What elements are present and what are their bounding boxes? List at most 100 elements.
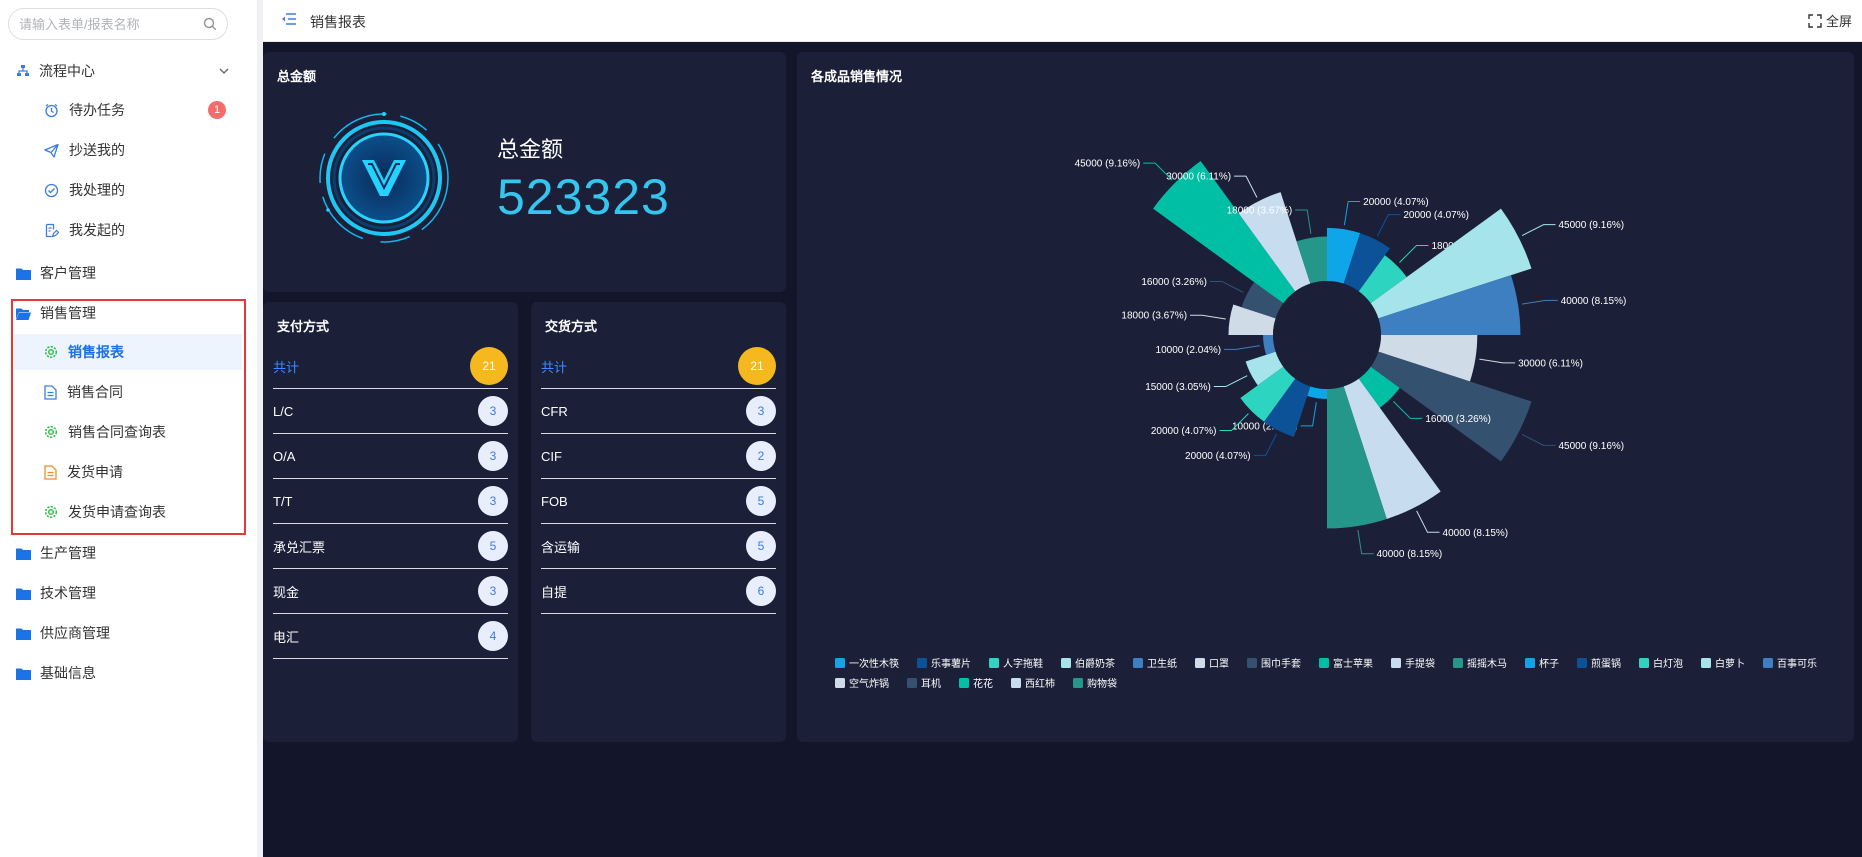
legend-item[interactable]: 白灯泡 <box>1639 657 1683 670</box>
rose-slice[interactable] <box>1296 236 1327 284</box>
slice-data-label: 10000 (2.04%) <box>1232 421 1298 432</box>
legend-item[interactable]: 购物袋 <box>1073 677 1117 690</box>
gear-icon <box>44 505 58 519</box>
document-icon <box>44 384 57 400</box>
legend-item[interactable]: 空气炸锅 <box>835 677 889 690</box>
payment-method-row[interactable]: T/T 3 <box>273 479 508 524</box>
rose-slice[interactable] <box>1238 192 1311 292</box>
delivery-method-count-badge: 21 <box>738 347 776 385</box>
search-icon[interactable] <box>203 17 217 31</box>
payment-method-row[interactable]: L/C 3 <box>273 389 508 434</box>
menu-group-customer[interactable]: 客户管理 <box>0 255 257 291</box>
rose-slice[interactable] <box>1358 366 1400 408</box>
payment-method-total-row[interactable]: 共计 21 <box>273 344 508 389</box>
delivery-method-row[interactable]: CFR 3 <box>541 389 776 434</box>
rose-slice[interactable] <box>1327 386 1387 529</box>
slice-data-label: 45000 (9.16%) <box>1075 159 1141 170</box>
menu-group-basic-info[interactable]: 基础信息 <box>0 655 257 691</box>
menu-group-process-center[interactable]: 流程中心 <box>0 53 257 89</box>
legend-item[interactable]: 摇摇木马 <box>1453 657 1507 670</box>
chevron-down-icon[interactable] <box>218 65 230 77</box>
legend-item[interactable]: 耳机 <box>907 677 941 690</box>
fullscreen-button[interactable]: 全屏 <box>1808 11 1852 30</box>
delivery-method-row[interactable]: 含运输 5 <box>541 524 776 569</box>
rose-slice[interactable] <box>1228 304 1276 335</box>
label-leader-line <box>1521 433 1556 446</box>
sidebar: 流程中心 待办任务 1 抄送我的 我处理的 <box>0 0 257 857</box>
delivery-method-total-row[interactable]: 共计 21 <box>541 344 776 389</box>
label-leader-line <box>1190 314 1226 320</box>
label-leader-line <box>1393 401 1423 419</box>
legend-item[interactable]: 杯子 <box>1525 657 1559 670</box>
legend-item[interactable]: 西红柿 <box>1011 677 1055 690</box>
header: 销售报表 全屏 <box>263 0 1862 42</box>
menu-fold-icon[interactable] <box>281 11 297 27</box>
menu-item-sales-contract[interactable]: 销售合同 <box>0 374 257 410</box>
delivery-method-row[interactable]: FOB 5 <box>541 479 776 524</box>
rose-chart: 20000 (4.07%) 20000 (4.07%) 18000 (3.67%) 4… <box>835 159 1817 690</box>
legend-item[interactable]: 口罩 <box>1195 658 1229 670</box>
menu-group-supplier[interactable]: 供应商管理 <box>0 615 257 651</box>
slice-data-label: 20000 (4.07%) <box>1185 451 1251 462</box>
rose-slice[interactable] <box>1358 255 1407 304</box>
rose-slice[interactable] <box>1241 282 1284 319</box>
legend-item[interactable]: 百事可乐 <box>1763 657 1817 670</box>
rose-slice[interactable] <box>1153 161 1296 304</box>
payment-method-row[interactable]: 现金 3 <box>273 569 508 614</box>
alarm-clock-icon <box>44 103 59 118</box>
rose-slice[interactable] <box>1263 335 1276 355</box>
legend-item[interactable]: 伯爵奶茶 <box>1061 657 1115 670</box>
payment-method-row[interactable]: 承兑汇票 5 <box>273 524 508 569</box>
label-leader-line <box>1300 402 1317 427</box>
legend-swatch <box>1195 658 1205 668</box>
payment-method-row[interactable]: 电汇 4 <box>273 614 508 659</box>
label-leader-line <box>1521 299 1558 305</box>
rose-slice[interactable] <box>1245 351 1284 386</box>
search-box[interactable] <box>8 8 228 40</box>
menu-item-started-by-me[interactable]: 我发起的 <box>0 212 257 248</box>
legend-item[interactable]: 人字拖鞋 <box>989 657 1043 670</box>
slice-data-label: 15000 (3.05%) <box>1145 382 1211 393</box>
rose-slice[interactable] <box>1327 227 1361 284</box>
legend-label: 人字拖鞋 <box>1003 657 1043 670</box>
menu-item-todo-tasks[interactable]: 待办任务 1 <box>0 92 257 128</box>
rose-slice[interactable] <box>1264 378 1311 437</box>
rose-slice[interactable] <box>1370 208 1532 319</box>
rose-slice[interactable] <box>1378 335 1478 382</box>
rose-slice[interactable] <box>1343 378 1441 519</box>
rose-slice[interactable] <box>1307 386 1327 399</box>
delivery-method-row[interactable]: CIF 2 <box>541 434 776 479</box>
legend-item[interactable]: 一次性木筷 <box>835 657 899 670</box>
menu-group-sales[interactable]: 销售管理 <box>0 295 257 331</box>
search-input[interactable] <box>19 16 203 32</box>
menu-item-shipping-request[interactable]: 发货申请 <box>0 454 257 490</box>
legend-swatch <box>1319 658 1329 668</box>
delivery-method-count-badge: 5 <box>746 486 776 516</box>
rose-slice[interactable] <box>1370 351 1532 462</box>
menu-group-production[interactable]: 生产管理 <box>0 535 257 571</box>
menu-group-technology[interactable]: 技术管理 <box>0 575 257 611</box>
menu-item-cc-to-me[interactable]: 抄送我的 <box>0 132 257 168</box>
legend-item[interactable]: 花花 <box>959 677 993 690</box>
legend-item[interactable]: 煎蛋锅 <box>1577 657 1621 670</box>
legend-item[interactable]: 手提袋 <box>1391 657 1435 670</box>
label-leader-line <box>1399 245 1429 263</box>
rose-slice[interactable] <box>1343 233 1390 292</box>
menu-item-shipping-request-query[interactable]: 发货申请查询表 <box>0 494 257 530</box>
legend-item[interactable]: 白萝卜 <box>1701 657 1745 670</box>
menu-item-handled-by-me[interactable]: 我处理的 <box>0 172 257 208</box>
legend-label: 耳机 <box>921 677 941 690</box>
menu-item-sales-report[interactable]: 销售报表 <box>14 334 242 370</box>
menu-item-sales-contract-query[interactable]: 销售合同查询表 <box>0 414 257 450</box>
payment-method-row[interactable]: O/A 3 <box>273 434 508 479</box>
legend-item[interactable]: 卫生纸 <box>1133 657 1177 670</box>
menu-group-label: 流程中心 <box>39 63 95 79</box>
payment-method-count-badge: 3 <box>478 441 508 471</box>
rose-slice[interactable] <box>1378 275 1521 335</box>
rose-slice[interactable] <box>1240 366 1296 422</box>
legend-item[interactable]: 围巾手套 <box>1247 657 1301 670</box>
total-amount-value: 523323 <box>497 169 670 225</box>
delivery-method-row[interactable]: 自提 6 <box>541 569 776 614</box>
legend-item[interactable]: 乐事薯片 <box>917 657 971 670</box>
legend-item[interactable]: 富士苹果 <box>1319 657 1373 670</box>
